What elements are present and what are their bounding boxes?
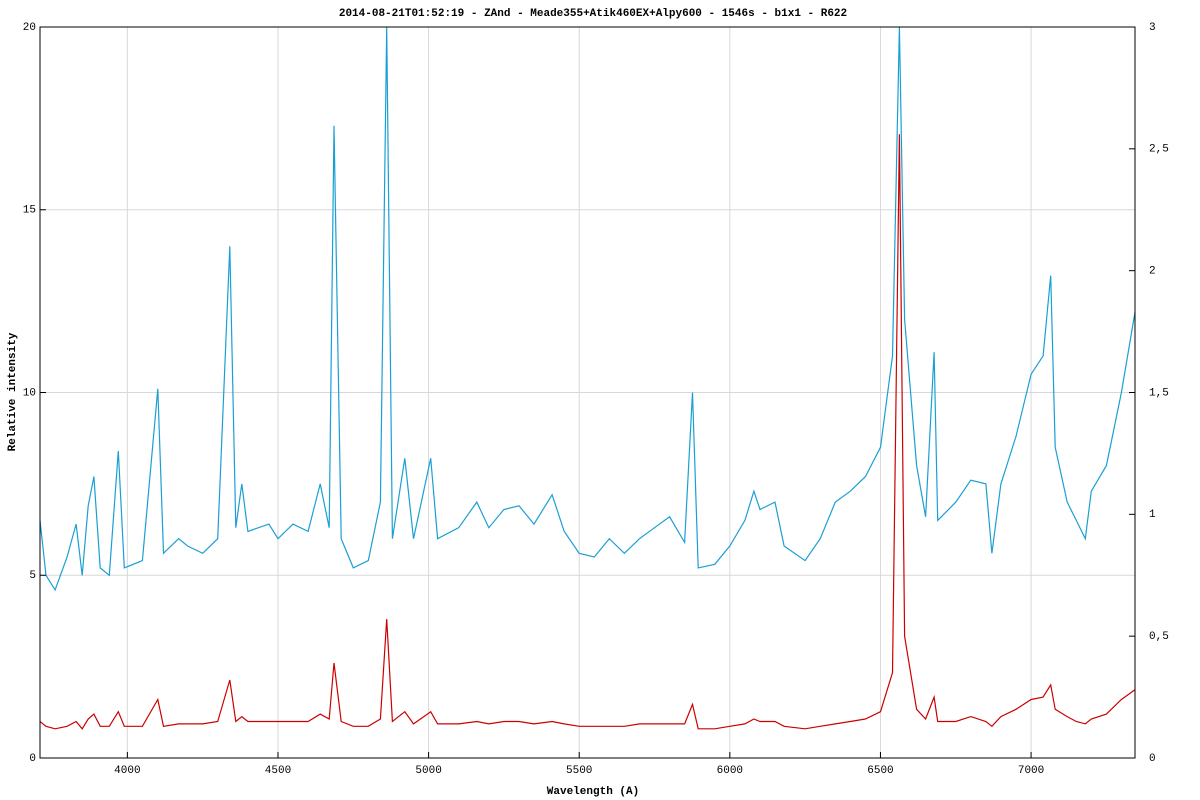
x-tick-label: 7000: [1018, 765, 1044, 777]
y-tick-label: 15: [23, 205, 36, 217]
y2-tick-label: 2: [1149, 266, 1156, 278]
y2-tick-label: 0,5: [1149, 631, 1169, 643]
x-tick-label: 5000: [415, 765, 441, 777]
x-tick-label: 4000: [114, 765, 140, 777]
y2-tick-label: 1,5: [1149, 387, 1169, 399]
x-axis-label: Wavelength (A): [547, 786, 639, 798]
x-tick-label: 4500: [265, 765, 291, 777]
y2-tick-label: 1: [1149, 509, 1156, 521]
x-tick-label: 5500: [566, 765, 592, 777]
spectrum-line: [40, 134, 1135, 730]
y-tick-label: 20: [23, 22, 36, 34]
y-tick-label: 5: [29, 570, 36, 582]
y-tick-label: 0: [29, 753, 36, 765]
y-tick-label: 10: [23, 387, 36, 399]
y2-tick-label: 2,5: [1149, 144, 1169, 156]
x-tick-label: 6000: [717, 765, 743, 777]
chart-title: 2014-08-21T01:52:19 - ZAnd - Meade355+At…: [339, 8, 847, 20]
y-axis-label: Relative intensity: [7, 332, 19, 451]
y2-tick-label: 3: [1149, 22, 1156, 34]
y2-tick-label: 0: [1149, 753, 1156, 765]
spectrum-line: [40, 27, 1135, 592]
x-tick-label: 6500: [867, 765, 893, 777]
